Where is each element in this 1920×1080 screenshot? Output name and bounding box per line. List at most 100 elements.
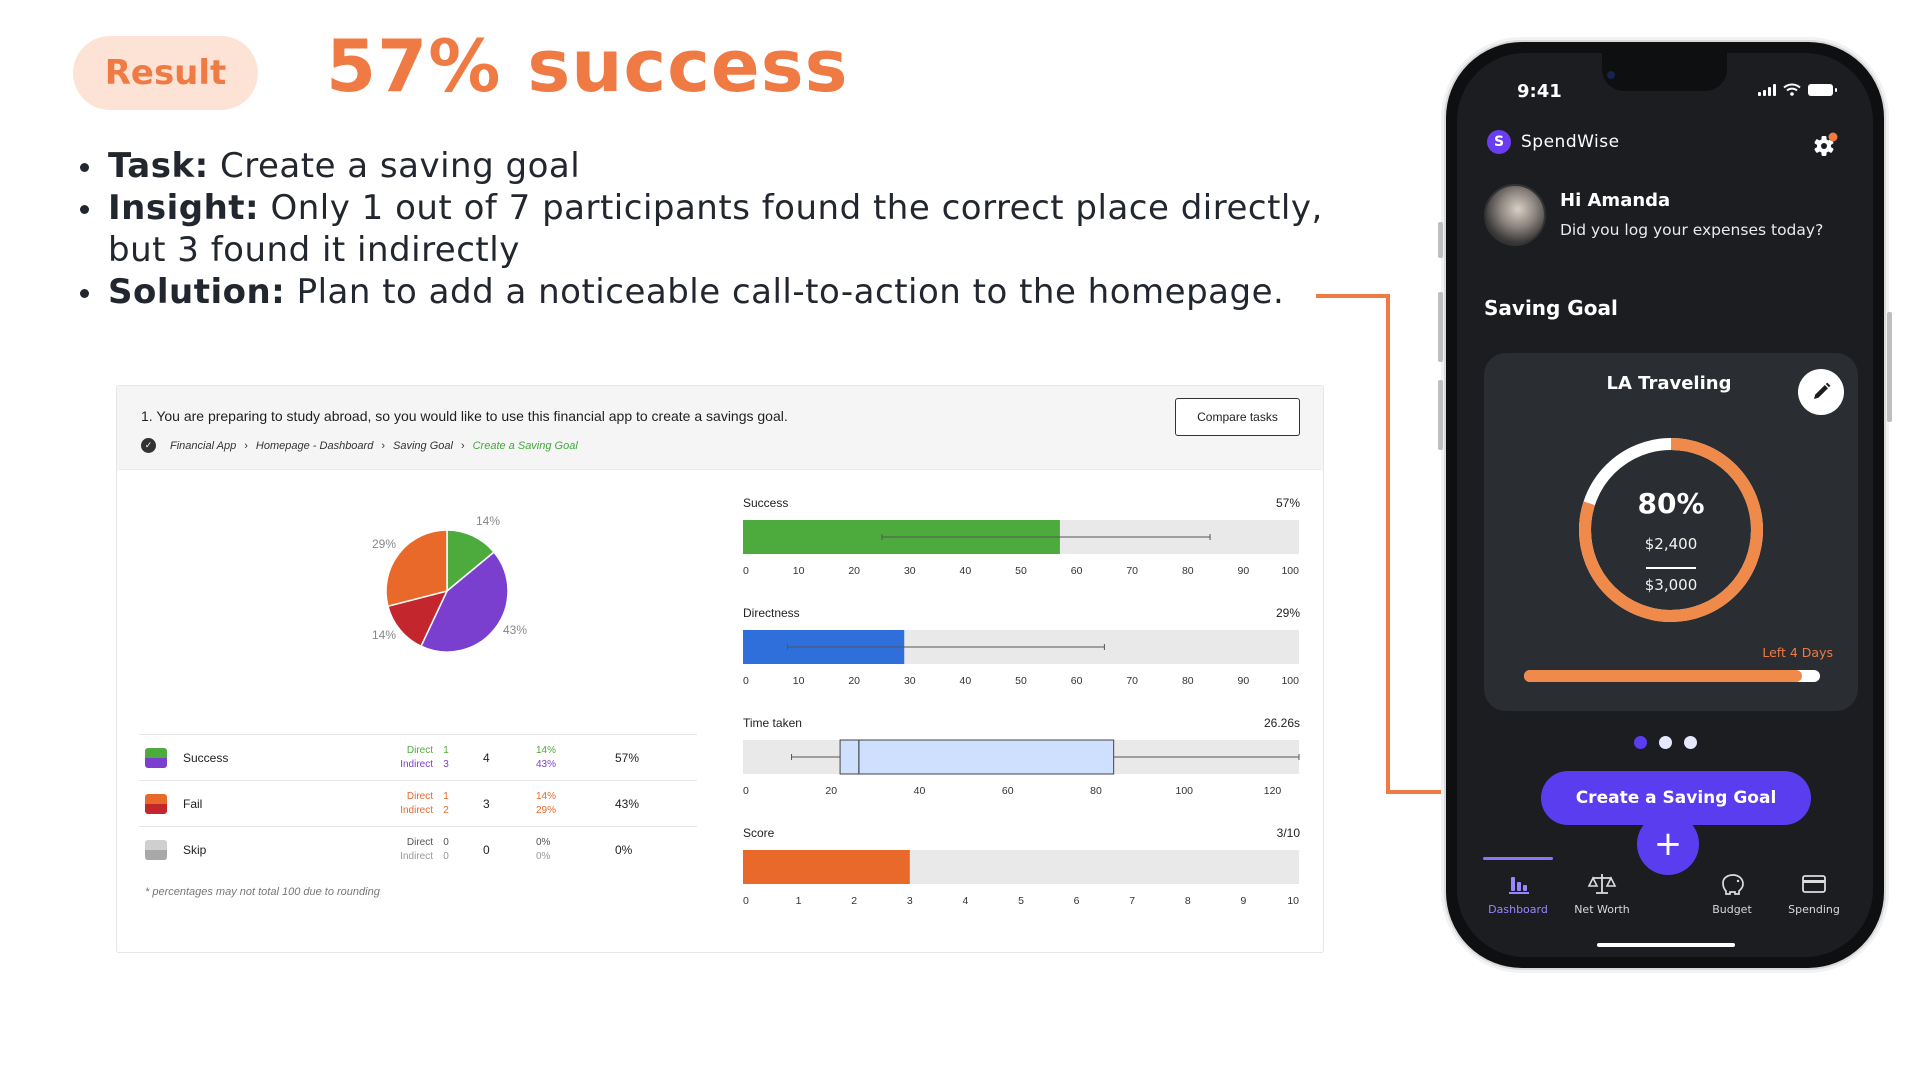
metric-bar (743, 850, 910, 884)
axis-tick-label: 10 (1287, 895, 1299, 907)
score-metric: Score 3/10 0 1 2 3 4 5 6 7 8 9 10 (743, 826, 1303, 926)
pie-slice-label: 43% (503, 623, 527, 637)
direct-label: Direct (406, 745, 433, 756)
goal-progress-ring (1579, 438, 1763, 622)
add-button[interactable]: + (1637, 813, 1699, 875)
pie-slice-label: 14% (372, 628, 396, 642)
active-tab-indicator (1483, 857, 1553, 860)
tab-budget[interactable]: Budget (1689, 871, 1775, 916)
direct-label: Direct (406, 837, 433, 848)
status-time: 9:41 (1517, 81, 1562, 102)
camera-icon (1607, 71, 1615, 79)
outcome-percent: 0% (615, 843, 633, 857)
results-table: Success Direct Indirect 1 3 4 14% 43% 57% Fail Dir… (139, 734, 697, 898)
success-metric: Success 57% 0 10 20 30 40 50 60 70 80 90 100 (743, 496, 1303, 596)
rounding-note: * percentages may not total 100 due to r… (145, 886, 380, 898)
breadcrumb-item: Financial App (170, 439, 237, 452)
app-brand: S SpendWise (1487, 130, 1620, 154)
axis-tick-label: 90 (1238, 565, 1250, 577)
carousel-dots (1457, 736, 1873, 749)
goal-progress-fill (1524, 670, 1803, 682)
solution-bullet: Solution: Plan to add a noticeable call-… (78, 271, 1338, 313)
signal-icon (1758, 83, 1776, 96)
greeting: Hi Amanda (1560, 190, 1671, 211)
indirect-label: Indirect (400, 759, 433, 770)
chevron-right-icon: › (244, 439, 248, 452)
tab-spending[interactable]: Spending (1771, 871, 1857, 916)
result-row: Fail Direct Indirect 1 2 3 14% 29% 43% (139, 780, 697, 826)
result-row: Success Direct Indirect 1 3 4 14% 43% 57% (139, 734, 697, 780)
goal-target-amount: $3,000 (1644, 576, 1698, 594)
indirect-count: 2 (443, 805, 449, 816)
axis-tick-label: 10 (793, 675, 805, 687)
carousel-dot[interactable] (1683, 736, 1697, 749)
direct-indirect-percents: 0% 0% (536, 836, 550, 864)
tab-dashboard[interactable]: Dashboard (1475, 871, 1561, 916)
task-question: 1. You are preparing to study abroad, so… (141, 408, 788, 424)
battery-icon (1808, 83, 1837, 96)
compare-tasks-button[interactable]: Compare tasks (1175, 398, 1300, 436)
axis-tick-label: 80 (1182, 675, 1194, 687)
bottom-tab-bar: + Dashboard Net Worth (1457, 813, 1873, 957)
directness-metric-value: 29% (1275, 606, 1300, 620)
pie-slice (387, 589, 449, 648)
tab-net-worth[interactable]: Net Worth (1559, 871, 1645, 916)
greeting-subtext: Did you log your expenses today? (1560, 221, 1824, 239)
axis-tick-label: 80 (1090, 785, 1102, 797)
axis-tick-label: 8 (1185, 895, 1191, 907)
carousel-dot[interactable] (1658, 736, 1672, 749)
axis-tick-label: 120 (1264, 785, 1282, 797)
axis-tick-label: 100 (1176, 785, 1194, 797)
chevron-right-icon: › (460, 439, 465, 452)
gear-icon[interactable] (1811, 131, 1839, 159)
bar-chart-icon (1509, 877, 1529, 894)
status-icons (1758, 83, 1837, 96)
box-iqr (839, 739, 1115, 775)
result-badge: Result (73, 36, 258, 110)
avatar (1484, 184, 1546, 246)
direct-count: 1 (443, 791, 449, 802)
tab-label: Budget (1712, 903, 1752, 916)
time-metric: Time taken 26.26s 0 20 40 60 80 100 120 (743, 716, 1303, 816)
goal-percent: 80% (1637, 487, 1705, 520)
direct-indirect-percents: 14% 43% (536, 744, 556, 772)
outcome-name: Fail (183, 797, 203, 811)
task-text: Create a saving goal (208, 146, 581, 186)
ring-progress (1579, 438, 1763, 622)
direct-percent: 0% (536, 837, 551, 848)
phone-mockup: 9:41 S SpendWise (1438, 40, 1892, 970)
edit-goal-button[interactable] (1798, 369, 1844, 415)
saving-goal-card[interactable]: LA Traveling 80% $2,400 $3,000 Left 4 Da… (1484, 353, 1858, 711)
outcome-total: 3 (483, 797, 490, 811)
goal-saved-amount: $2,400 (1644, 535, 1698, 553)
insight-text: Only 1 out of 7 participants found the c… (108, 188, 1323, 270)
outcome-total: 0 (483, 843, 490, 857)
volume-down-button (1438, 380, 1443, 450)
axis-tick-label: 30 (904, 565, 916, 577)
axis-tick-label: 60 (1071, 565, 1083, 577)
spendwise-logo-icon: S (1487, 130, 1511, 154)
axis-tick-label: 6 (1074, 895, 1080, 907)
directness-metric: Directness 29% 0 10 20 30 40 50 60 70 80 90 100 (743, 606, 1303, 706)
axis-tick-label: 40 (960, 675, 972, 687)
axis-tick-label: 10 (793, 565, 805, 577)
axis-tick-label: 20 (848, 565, 860, 577)
brand-name: SpendWise (1521, 132, 1620, 152)
axis-tick-label: 30 (904, 675, 916, 687)
axis-tick-label: 1 (796, 895, 802, 907)
carousel-dot-active[interactable] (1633, 736, 1647, 749)
pie-slice-label: 29% (372, 537, 396, 551)
notch (1602, 53, 1727, 91)
axis-tick-label: 90 (1238, 675, 1250, 687)
indirect-label: Indirect (400, 851, 433, 862)
axis-tick-label: 50 (1015, 565, 1027, 577)
direct-percent: 14% (536, 745, 557, 756)
success-metric-label: Success (743, 496, 789, 510)
pie-slice (446, 529, 496, 593)
indirect-percent: 43% (536, 759, 557, 770)
direct-indirect-labels: Direct Indirect (379, 790, 433, 818)
axis-tick-label: 70 (1126, 565, 1138, 577)
breadcrumb-item: Homepage - Dashboard (255, 439, 374, 452)
pie-slice-label: 14% (476, 514, 500, 528)
axis-tick-label: 100 (1281, 565, 1299, 577)
